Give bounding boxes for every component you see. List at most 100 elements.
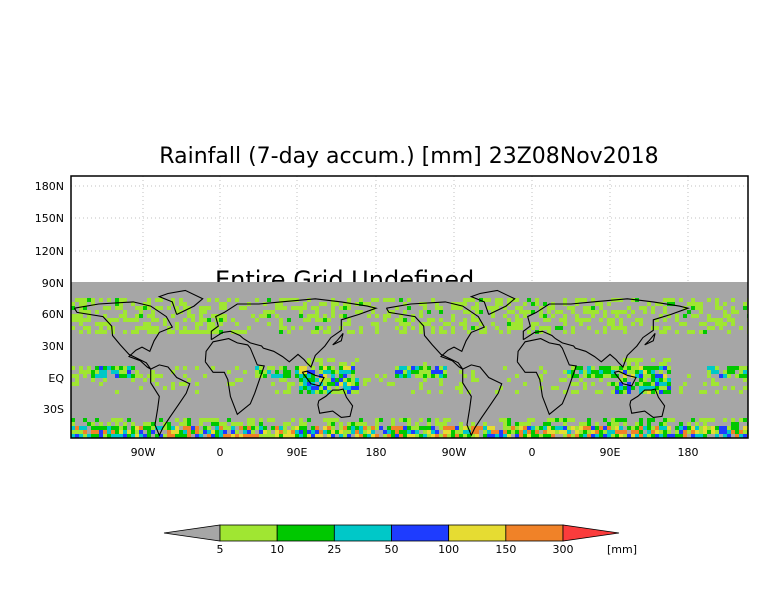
rain-cell <box>435 370 439 374</box>
rain-cell <box>579 370 583 374</box>
rain-cell <box>215 418 219 422</box>
rain-cell <box>131 330 135 334</box>
rain-cell <box>663 382 667 386</box>
rain-cell <box>563 322 567 326</box>
rain-cell <box>391 422 395 426</box>
rain-cell <box>287 386 291 390</box>
rain-cell <box>571 326 575 330</box>
rain-cell <box>623 366 627 370</box>
rain-cell <box>403 370 407 374</box>
rain-cell <box>599 426 603 430</box>
rain-cell <box>735 434 739 438</box>
rain-cell <box>623 358 627 362</box>
rain-cell <box>571 434 575 438</box>
rain-cell <box>551 418 555 422</box>
rain-cell <box>107 426 111 430</box>
rain-cell <box>715 322 719 326</box>
rain-cell <box>523 382 527 386</box>
rain-cell <box>527 330 531 334</box>
rain-cell <box>483 422 487 426</box>
rain-cell <box>299 314 303 318</box>
rain-cell <box>575 366 579 370</box>
rain-cell <box>639 426 643 430</box>
rain-cell <box>615 382 619 386</box>
rain-cell <box>263 370 267 374</box>
rain-cell <box>503 422 507 426</box>
rain-cell <box>359 310 363 314</box>
rain-cell <box>471 422 475 426</box>
rain-cell <box>347 430 351 434</box>
rain-cell <box>575 426 579 430</box>
rain-cell <box>563 378 567 382</box>
rain-cell <box>87 326 91 330</box>
rain-cell <box>663 298 667 302</box>
rain-cell <box>591 310 595 314</box>
rain-cell <box>235 322 239 326</box>
rain-cell <box>87 330 91 334</box>
rain-cell <box>307 298 311 302</box>
rain-cell <box>679 298 683 302</box>
rain-cell <box>147 430 151 434</box>
rain-cell <box>571 306 575 310</box>
rain-cell <box>327 426 331 430</box>
rain-cell <box>667 386 671 390</box>
rain-cell <box>283 366 287 370</box>
rain-cell <box>199 330 203 334</box>
rain-cell <box>303 318 307 322</box>
rain-cell <box>199 322 203 326</box>
rain-cell <box>135 434 139 438</box>
rain-cell <box>515 298 519 302</box>
rain-cell <box>711 318 715 322</box>
rain-cell <box>151 426 155 430</box>
rain-cell <box>655 426 659 430</box>
rain-cell <box>691 434 695 438</box>
rain-cell <box>307 362 311 366</box>
rain-cell <box>251 426 255 430</box>
rain-cell <box>419 302 423 306</box>
rain-cell <box>495 326 499 330</box>
rain-cell <box>343 430 347 434</box>
rain-cell <box>175 418 179 422</box>
rain-cell <box>335 418 339 422</box>
rain-cell <box>611 430 615 434</box>
rain-cell <box>323 318 327 322</box>
rain-cell <box>423 378 427 382</box>
rain-cell <box>663 418 667 422</box>
rain-cell <box>319 434 323 438</box>
rain-cell <box>443 418 447 422</box>
rain-cell <box>439 422 443 426</box>
rain-cell <box>279 306 283 310</box>
rain-cell <box>607 302 611 306</box>
rain-cell <box>707 370 711 374</box>
rain-cell <box>323 378 327 382</box>
rain-cell <box>419 382 423 386</box>
rain-cell <box>115 306 119 310</box>
rain-cell <box>711 378 715 382</box>
rain-cell <box>311 370 315 374</box>
rain-cell <box>587 430 591 434</box>
rain-cell <box>363 426 367 430</box>
rain-cell <box>555 426 559 430</box>
rain-cell <box>263 426 267 430</box>
rain-cell <box>719 318 723 322</box>
rain-cell <box>447 418 451 422</box>
rain-cell <box>659 330 663 334</box>
rain-cell <box>83 306 87 310</box>
rain-cell <box>611 310 615 314</box>
rain-cell <box>611 390 615 394</box>
rain-cell <box>615 390 619 394</box>
rain-cell <box>699 302 703 306</box>
rain-cell <box>299 386 303 390</box>
rain-cell <box>703 430 707 434</box>
rain-cell <box>351 378 355 382</box>
rain-cell <box>615 434 619 438</box>
rain-cell <box>307 390 311 394</box>
rain-cell <box>459 382 463 386</box>
rain-cell <box>119 418 123 422</box>
rain-cell <box>423 362 427 366</box>
rain-cell <box>707 318 711 322</box>
rain-cell <box>639 306 643 310</box>
rain-cell <box>235 422 239 426</box>
rain-cell <box>631 370 635 374</box>
lat-label: 30S <box>43 403 64 416</box>
